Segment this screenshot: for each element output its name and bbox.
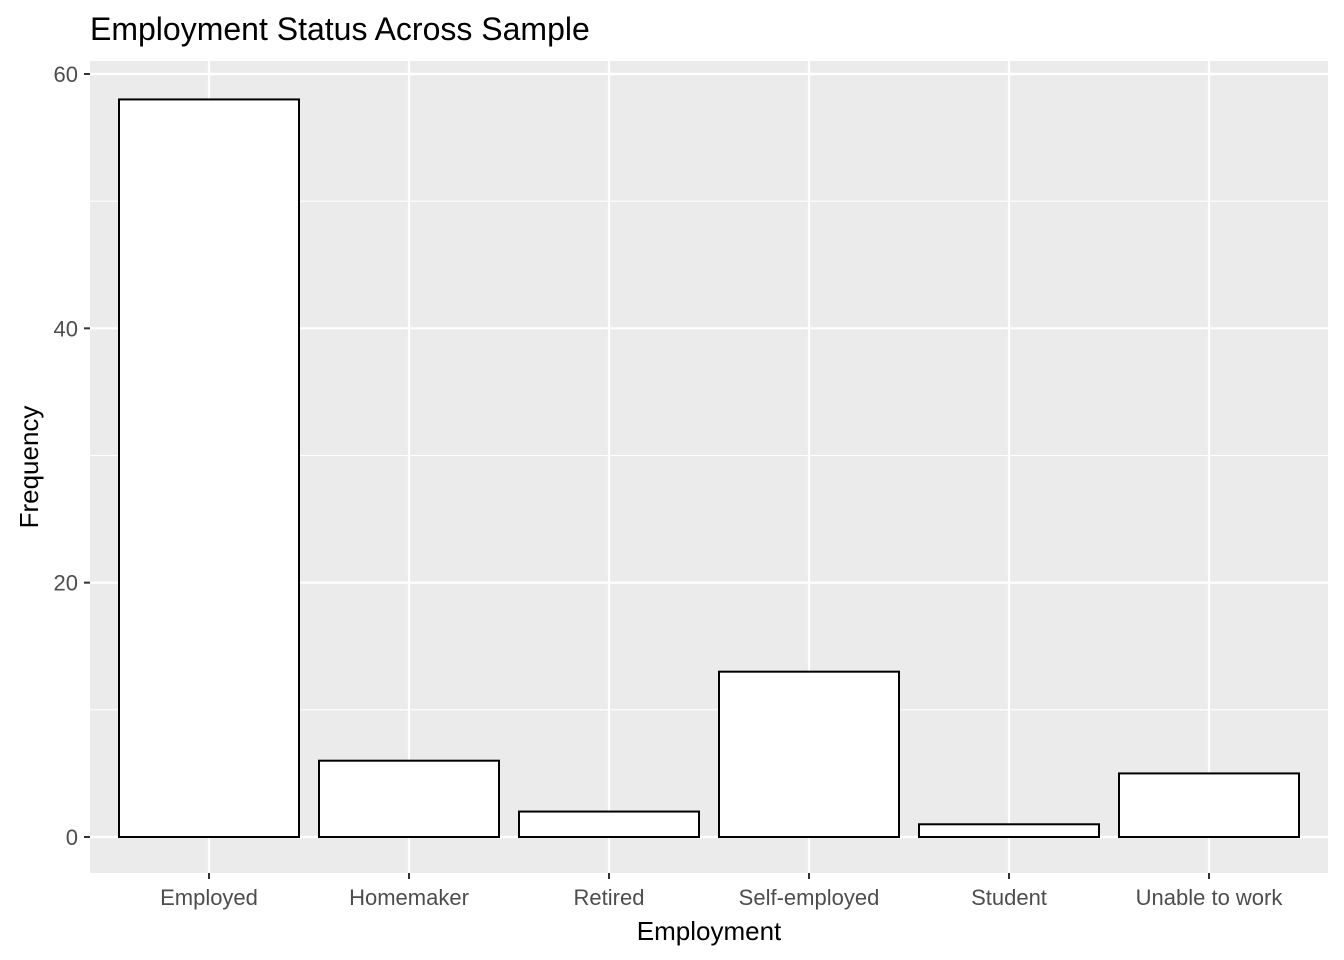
y-axis: 0 20 40 60 [54,62,90,850]
x-tick-label: Retired [574,885,645,910]
y-axis-title: Frequency [14,406,44,529]
y-tick-label: 0 [66,825,78,850]
bar-employed [118,98,300,838]
x-tick-label: Employed [160,885,258,910]
y-tick-label: 60 [54,62,78,87]
x-tick-label: Self-employed [739,885,880,910]
bar-homemaker [318,759,500,839]
x-tick-label: Student [971,885,1047,910]
x-axis-title: Employment [637,916,782,946]
x-axis: Employed Homemaker Retired Self-employed Stu… [160,873,1283,910]
bar-student [918,823,1100,838]
x-tick-label: Homemaker [349,885,469,910]
chart-title: Employment Status Across Sample [90,11,590,47]
y-tick-label: 40 [54,316,78,341]
bar-unable-to-work [1118,772,1300,839]
bar-self-employed [718,670,900,839]
bar-retired [518,810,700,838]
bars [118,98,1300,839]
x-tick-label: Unable to work [1136,885,1284,910]
y-tick-label: 20 [54,571,78,596]
